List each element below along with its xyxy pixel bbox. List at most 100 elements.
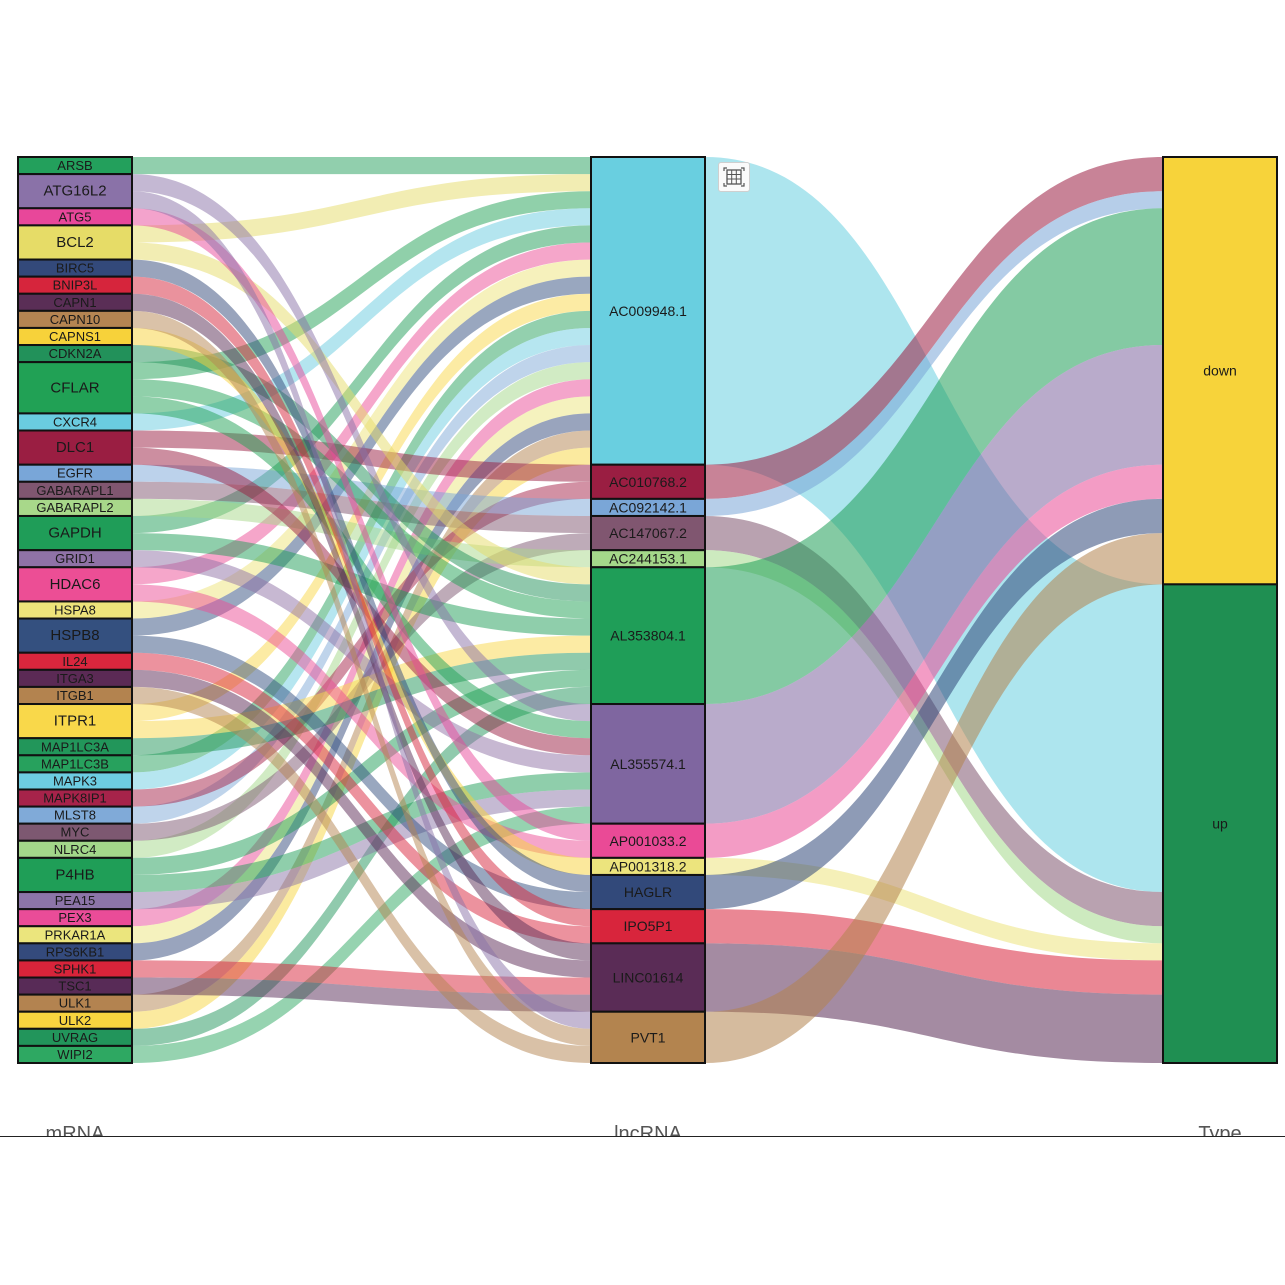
node-label-gabarapl2: GABARAPL2 — [36, 500, 113, 515]
node-ac009948-1 — [590, 156, 706, 466]
bottom-blank-area — [0, 1137, 1285, 1285]
node-ipo5p1 — [590, 908, 706, 945]
node-label-tsc1: TSC1 — [58, 979, 91, 994]
node-label-mapk8ip1: MAPK8IP1 — [43, 791, 107, 806]
node-cflar — [17, 361, 133, 415]
link-ap001033-2-to-down — [705, 464, 1163, 858]
link-gapdh-to-al353804-1 — [132, 533, 591, 636]
link-ac092142-1-to-down — [705, 191, 1163, 516]
link-wipi2-to-al355574-1 — [132, 806, 591, 1063]
node-label-egfr: EGFR — [57, 466, 93, 481]
node-dlc1 — [17, 429, 133, 466]
node-p4hb — [17, 856, 133, 894]
node-linc01614 — [590, 942, 706, 1013]
node-label-ipo5p1: IPO5P1 — [623, 918, 672, 934]
node-label-ac009948-1: AC009948.1 — [609, 303, 687, 319]
node-label-cxcr4: CXCR4 — [53, 414, 97, 429]
link-ulk2-to-ac009948-1 — [132, 447, 591, 1029]
node-hdac6 — [17, 566, 133, 603]
node-label-hspa8: HSPA8 — [54, 603, 96, 618]
node-label-atg16l2: ATG16L2 — [43, 183, 106, 200]
link-cdkn2a-to-al353804-1 — [132, 345, 591, 602]
link-il24-to-ipo5p1 — [132, 652, 591, 944]
node-label-itga3: ITGA3 — [56, 671, 94, 686]
node-label-itgb1: ITGB1 — [56, 688, 94, 703]
link-cflar-to-ac009948-1 — [132, 191, 591, 380]
link-gapdh-to-ac009948-1 — [132, 225, 591, 534]
baseline-divider — [0, 1136, 1285, 1137]
link-capn10-to-pvt1 — [132, 310, 591, 1046]
link-cflar-to-al353804-1 — [132, 379, 591, 619]
node-bcl2 — [17, 224, 133, 261]
node-down — [1162, 156, 1278, 586]
link-ac244153-1-to-up — [705, 550, 1163, 944]
node-label-cflar: CFLAR — [50, 379, 99, 396]
link-mapk8ip1-to-ac010768-2 — [132, 481, 591, 807]
node-label-birc5: BIRC5 — [56, 261, 94, 276]
node-al353804-1 — [590, 566, 706, 706]
node-pvt1 — [590, 1010, 706, 1064]
link-ap001318-2-to-up — [705, 857, 1163, 961]
link-atg5-to-ap001033-2 — [132, 208, 591, 841]
node-label-al355574-1: AL355574.1 — [610, 756, 686, 772]
node-label-capn10: CAPN10 — [50, 312, 101, 327]
node-al355574-1 — [590, 703, 706, 825]
links-lncrna-type — [705, 157, 1163, 1063]
link-p4hb-to-al355574-1 — [132, 772, 591, 893]
link-haglr-to-down — [705, 498, 1163, 910]
node-label-ap001318-2: AP001318.2 — [609, 858, 686, 874]
node-label-itpr1: ITPR1 — [54, 713, 97, 730]
node-label-ulk2: ULK2 — [59, 1013, 92, 1028]
link-atg16l2-to-al355574-1 — [132, 174, 591, 722]
link-tsc1-to-linc01614 — [132, 977, 591, 1012]
node-label-ulk1: ULK1 — [59, 996, 92, 1011]
node-label-bnip3l: BNIP3L — [53, 278, 98, 293]
node-itpr1 — [17, 703, 133, 740]
link-uvrag-to-al353804-1 — [132, 686, 591, 1046]
link-arsb-to-ac009948-1 — [132, 157, 591, 175]
node-label-mlst8: MLST8 — [54, 808, 96, 823]
node-label-wipi2: WIPI2 — [57, 1047, 92, 1062]
link-ac010768-2-to-down — [705, 157, 1163, 499]
node-label-myc: MYC — [61, 825, 90, 840]
link-itga3-to-linc01614 — [132, 669, 591, 978]
node-up — [1162, 583, 1278, 1065]
links-mrna-lncrna — [132, 157, 591, 1063]
node-label-mapk3: MAPK3 — [53, 773, 97, 788]
link-hspb8-to-haglr — [132, 635, 591, 910]
node-label-ac244153-1: AC244153.1 — [609, 551, 687, 567]
node-label-atg5: ATG5 — [59, 209, 92, 224]
node-haglr — [590, 873, 706, 911]
node-label-grid1: GRID1 — [55, 551, 95, 566]
node-label-capns1: CAPNS1 — [49, 329, 101, 344]
link-ipo5p1-to-up — [705, 909, 1163, 995]
node-label-p4hb: P4HB — [55, 866, 94, 883]
node-wipi2 — [17, 1044, 133, 1064]
link-bcl2-to-ac009948-1 — [132, 174, 591, 243]
node-label-down: down — [1203, 363, 1236, 379]
node-label-il24: IL24 — [62, 654, 87, 669]
node-label-ac147067-2: AC147067.2 — [609, 525, 687, 541]
node-label-rps6kb1: RPS6KB1 — [46, 944, 105, 959]
node-label-map1lc3a: MAP1LC3A — [41, 739, 109, 754]
node-label-nlrc4: NLRC4 — [54, 842, 97, 857]
node-label-linc01614: LINC01614 — [613, 970, 684, 986]
link-grid1-to-al355574-1 — [132, 550, 591, 773]
node-label-ac010768-2: AC010768.2 — [609, 474, 687, 490]
node-label-bcl2: BCL2 — [56, 234, 94, 251]
link-atg16l2-to-pvt1 — [132, 191, 591, 1029]
node-label-hdac6: HDAC6 — [50, 576, 101, 593]
table-view-icon[interactable] — [718, 162, 750, 192]
node-label-up: up — [1212, 816, 1228, 832]
node-atg16l2 — [17, 173, 133, 210]
link-map1lc3b-to-ac009948-1 — [132, 310, 591, 773]
node-ac010768-2 — [590, 463, 706, 500]
node-label-map1lc3b: MAP1LC3B — [41, 756, 109, 771]
node-label-gabarapl1: GABARAPL1 — [36, 483, 113, 498]
node-label-ap001033-2: AP001033.2 — [609, 833, 686, 849]
link-birc5-to-haglr — [132, 259, 591, 893]
node-ap001033-2 — [590, 822, 706, 859]
link-pvt1-to-down — [705, 533, 1163, 1063]
node-label-al353804-1: AL353804.1 — [610, 628, 686, 644]
